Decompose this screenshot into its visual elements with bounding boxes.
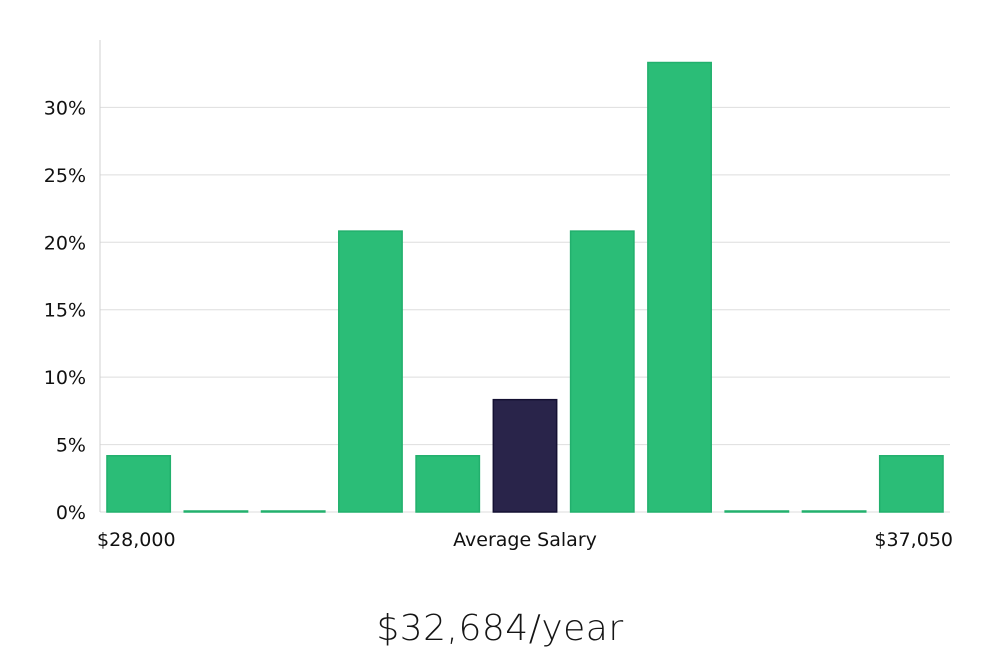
y-axis-ticks: 0% 5% 10% 15% 20% 25% 30% [44,97,86,524]
grid-lines [100,106,950,513]
y-tick-label: 10% [44,367,86,389]
bar [647,61,712,513]
bar [106,455,172,513]
bar [878,455,944,513]
bar [260,510,326,513]
bar [724,510,790,513]
bar [183,510,249,513]
bar-average-salary [492,398,558,513]
salary-histogram: 0% 5% 10% 15% 20% 25% 30% [44,40,950,524]
y-tick-label: 25% [44,165,86,187]
x-axis-min-label: $28,000 [97,529,176,551]
y-tick-label: 5% [56,435,86,457]
x-axis-title: Average Salary [453,529,597,551]
y-tick-label: 20% [44,232,86,254]
bar [415,455,481,513]
bars [106,61,944,513]
y-tick-label: 15% [44,300,86,322]
average-salary-headline: $32,684/year [376,608,624,649]
bar [569,230,635,513]
y-tick-label: 0% [56,502,86,524]
bar [338,230,403,513]
bar [801,510,867,513]
y-tick-label: 30% [44,97,86,119]
x-axis-max-label: $37,050 [874,529,953,551]
